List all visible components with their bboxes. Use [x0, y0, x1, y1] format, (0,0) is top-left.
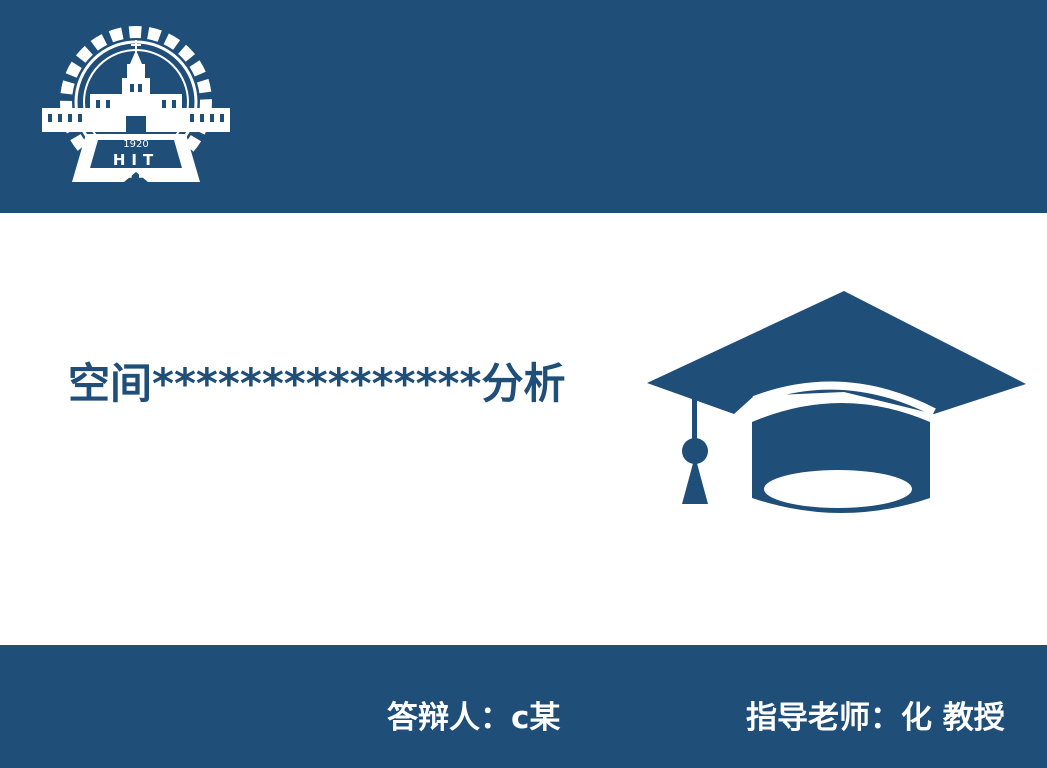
- slide-title: 空间***************分析: [68, 359, 566, 408]
- advisor-label: 指导老师：化 教授: [746, 700, 1005, 736]
- defender-label: 答辩人：c某: [387, 700, 561, 736]
- logo-year: 1920: [123, 139, 148, 150]
- logo-abbr: HIT: [113, 151, 159, 169]
- footer-band: [0, 645, 1047, 768]
- graduation-cap-icon: [644, 288, 1028, 524]
- university-emblem-icon: 1920 HIT: [38, 22, 234, 188]
